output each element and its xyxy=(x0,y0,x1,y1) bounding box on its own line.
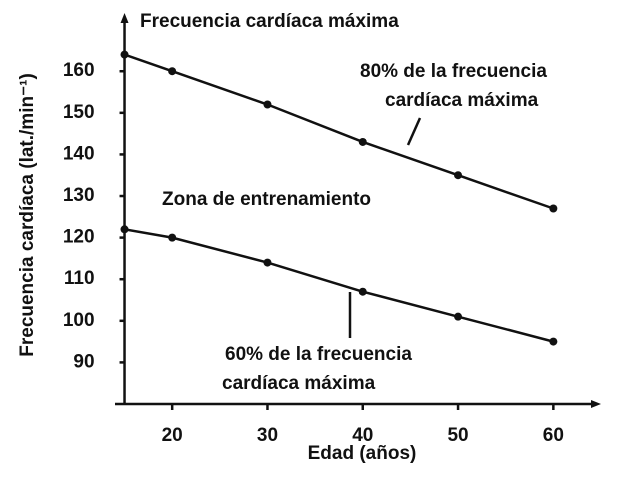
y-tick-label: 160 xyxy=(63,60,95,81)
point xyxy=(263,258,272,267)
y-tick-label: 150 xyxy=(63,102,95,123)
point xyxy=(120,225,129,234)
y-tick-label: 130 xyxy=(63,185,95,206)
y-tick-label: 100 xyxy=(63,310,95,331)
line xyxy=(124,228,554,343)
annotation: 60% de la frecuencia xyxy=(225,344,412,365)
chart-title: Frecuencia cardíaca máxima xyxy=(140,11,399,32)
y-tick-label: 140 xyxy=(63,143,95,164)
y-tick-label: 110 xyxy=(64,268,95,289)
annotation: cardíaca máxima xyxy=(222,373,376,394)
point xyxy=(549,337,558,346)
y-axis-label: Frecuencia cardíaca (lat./min⁻¹) xyxy=(17,73,38,357)
point xyxy=(358,137,367,146)
annotation: 80% de la frecuencia xyxy=(360,61,547,82)
point xyxy=(454,312,463,321)
point xyxy=(358,287,367,296)
x-tick-label: 50 xyxy=(447,425,468,446)
x-tick-label: 60 xyxy=(543,425,564,446)
point xyxy=(549,204,558,213)
line xyxy=(124,53,554,210)
pointer xyxy=(406,117,422,146)
x-axis-arrow xyxy=(591,400,601,408)
annotation: Zona de entrenamiento xyxy=(162,189,371,210)
x-axis-label: Edad (años) xyxy=(308,443,417,464)
x-tick-label: 20 xyxy=(162,425,183,446)
y-tick-label: 90 xyxy=(73,351,94,372)
point xyxy=(263,100,272,109)
point xyxy=(120,50,129,59)
point xyxy=(168,233,177,242)
annotation: cardíaca máxima xyxy=(385,90,539,111)
point xyxy=(168,67,177,76)
point xyxy=(454,171,463,180)
y-axis-arrow xyxy=(120,13,129,23)
x-tick-label: 30 xyxy=(257,425,278,446)
y-tick-label: 120 xyxy=(63,227,95,248)
x-tick-label: 40 xyxy=(352,425,373,446)
